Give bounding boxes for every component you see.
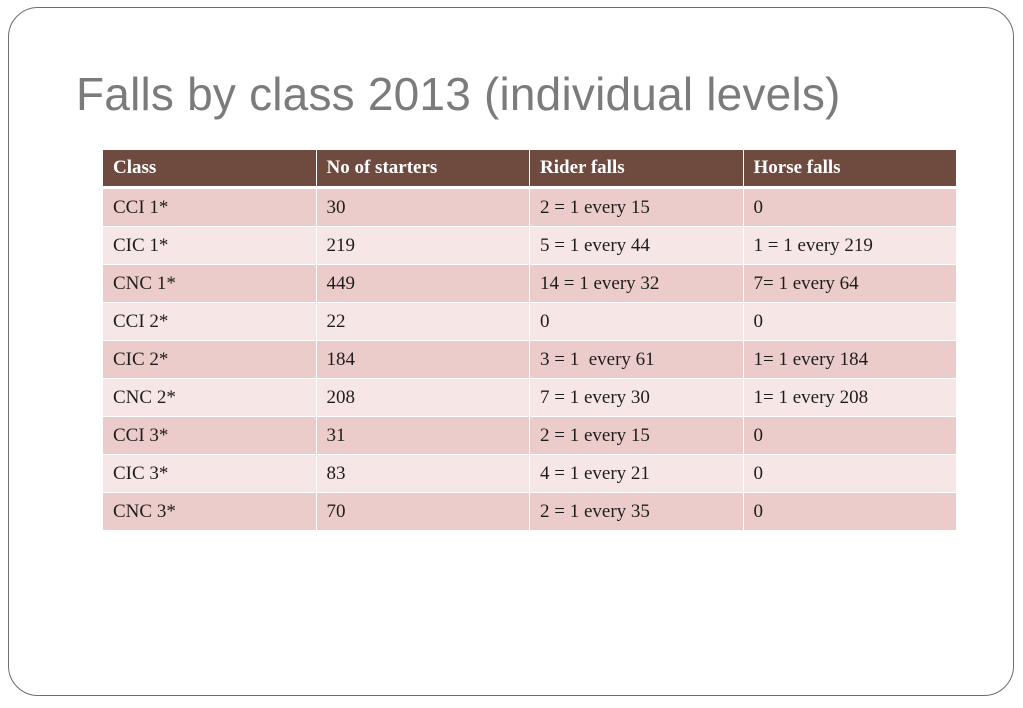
table-row: CIC 2* 184 3 = 1 every 61 1= 1 every 184 (102, 340, 957, 379)
cell-horse-falls: 0 (742, 302, 957, 341)
cell-starters: 219 (315, 226, 530, 265)
cell-class: CNC 3* (102, 492, 317, 531)
cell-starters: 70 (315, 492, 530, 531)
cell-class: CNC 1* (102, 264, 317, 303)
cell-starters: 184 (315, 340, 530, 379)
cell-class: CIC 1* (102, 226, 317, 265)
cell-horse-falls: 0 (742, 416, 957, 455)
header-rider-falls: Rider falls (529, 149, 744, 189)
cell-rider-falls: 3 = 1 every 61 (529, 340, 744, 379)
cell-rider-falls: 2 = 1 every 15 (529, 416, 744, 455)
cell-rider-falls: 4 = 1 every 21 (529, 454, 744, 493)
cell-class: CNC 2* (102, 378, 317, 417)
table-row: CNC 2* 208 7 = 1 every 30 1= 1 every 208 (102, 378, 957, 417)
cell-horse-falls: 1= 1 every 208 (742, 378, 957, 417)
cell-rider-falls: 7 = 1 every 30 (529, 378, 744, 417)
cell-horse-falls: 1 = 1 every 219 (742, 226, 957, 265)
table-row: CCI 3* 31 2 = 1 every 15 0 (102, 416, 957, 455)
table-header-row: Class No of starters Rider falls Horse f… (102, 149, 957, 189)
cell-starters: 83 (315, 454, 530, 493)
cell-starters: 22 (315, 302, 530, 341)
cell-horse-falls: 0 (742, 492, 957, 531)
cell-class: CIC 3* (102, 454, 317, 493)
table-row: CCI 2* 22 0 0 (102, 302, 957, 341)
cell-class: CCI 1* (102, 187, 317, 227)
header-class: Class (102, 149, 317, 189)
cell-starters: 449 (315, 264, 530, 303)
table-row: CNC 1* 449 14 = 1 every 32 7= 1 every 64 (102, 264, 957, 303)
cell-rider-falls: 2 = 1 every 15 (529, 187, 744, 227)
falls-table: Class No of starters Rider falls Horse f… (102, 149, 957, 531)
table-row: CIC 1* 219 5 = 1 every 44 1 = 1 every 21… (102, 226, 957, 265)
cell-rider-falls: 0 (529, 302, 744, 341)
cell-horse-falls: 0 (742, 454, 957, 493)
cell-horse-falls: 7= 1 every 64 (742, 264, 957, 303)
cell-class: CCI 2* (102, 302, 317, 341)
cell-starters: 30 (315, 187, 530, 227)
cell-starters: 31 (315, 416, 530, 455)
cell-rider-falls: 2 = 1 every 35 (529, 492, 744, 531)
cell-starters: 208 (315, 378, 530, 417)
slide-title: Falls by class 2013 (individual levels) (76, 68, 841, 120)
cell-horse-falls: 0 (742, 187, 957, 227)
header-horse-falls: Horse falls (742, 149, 957, 189)
cell-class: CIC 2* (102, 340, 317, 379)
table-row: CIC 3* 83 4 = 1 every 21 0 (102, 454, 957, 493)
cell-rider-falls: 5 = 1 every 44 (529, 226, 744, 265)
cell-class: CCI 3* (102, 416, 317, 455)
cell-rider-falls: 14 = 1 every 32 (529, 264, 744, 303)
table-row: CCI 1* 30 2 = 1 every 15 0 (102, 187, 957, 227)
header-no-of-starters: No of starters (315, 149, 530, 189)
cell-horse-falls: 1= 1 every 184 (742, 340, 957, 379)
table-row: CNC 3* 70 2 = 1 every 35 0 (102, 492, 957, 531)
